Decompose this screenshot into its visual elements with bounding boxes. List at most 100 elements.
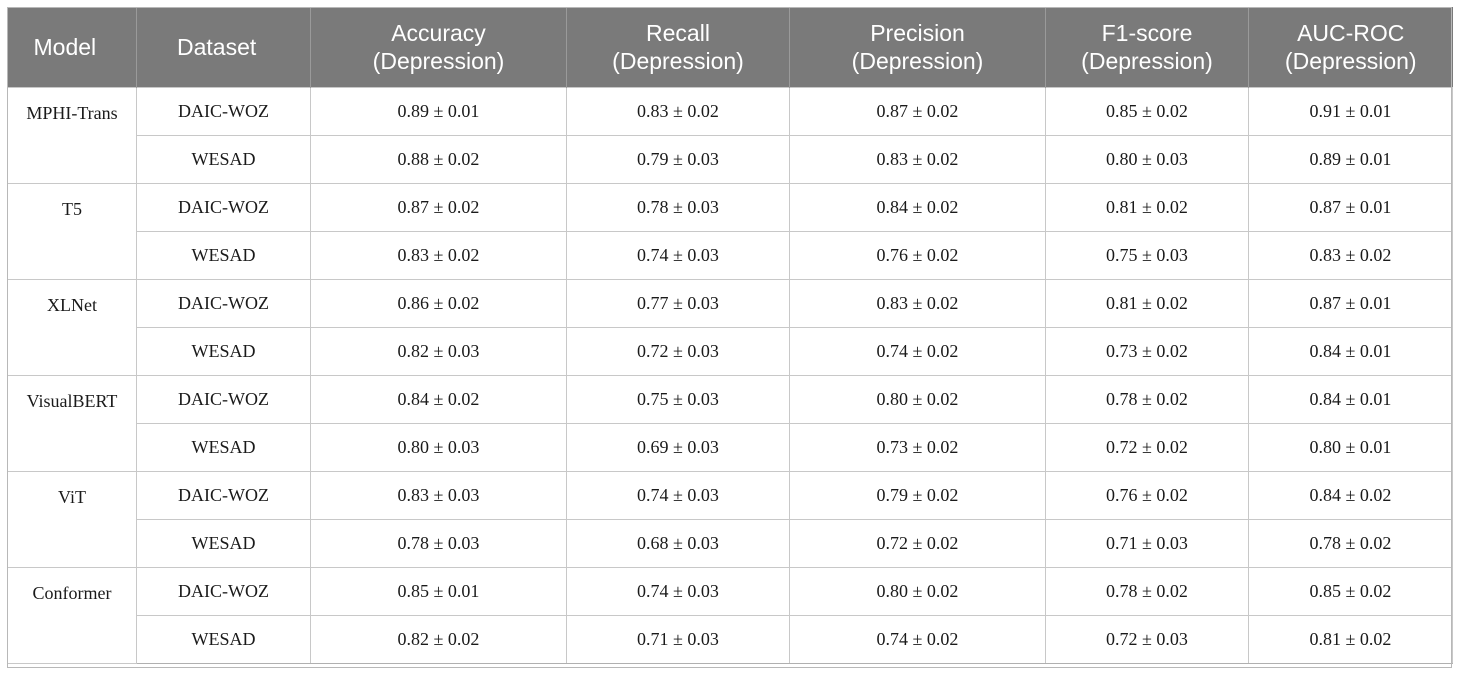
table-row: WESAD 0.88 ± 0.02 0.79 ± 0.03 0.83 ± 0.0… — [8, 135, 1453, 184]
table-header: Model Dataset Accuracy (Depression) Recal… — [7, 7, 1453, 88]
model-cell: ViT — [7, 471, 137, 568]
auc-cell: 0.80 ± 0.01 — [1248, 423, 1453, 472]
dataset-cell: DAIC-WOZ — [136, 183, 311, 232]
header-accuracy: Accuracy (Depression) — [310, 7, 567, 88]
recall-cell: 0.74 ± 0.03 — [566, 471, 790, 520]
results-table: Model Dataset Accuracy (Depression) Recal… — [7, 7, 1453, 664]
table-row: WESAD 0.82 ± 0.03 0.72 ± 0.03 0.74 ± 0.0… — [8, 327, 1453, 376]
dataset-cell: DAIC-WOZ — [136, 279, 311, 328]
dataset-cell: DAIC-WOZ — [136, 567, 311, 616]
model-cell: XLNet — [7, 279, 137, 376]
f1-cell: 0.75 ± 0.03 — [1045, 231, 1249, 280]
auc-cell: 0.78 ± 0.02 — [1248, 519, 1453, 568]
recall-cell: 0.74 ± 0.03 — [566, 567, 790, 616]
precision-cell: 0.80 ± 0.02 — [789, 567, 1046, 616]
precision-cell: 0.74 ± 0.02 — [789, 615, 1046, 664]
table-row: MPHI-Trans DAIC-WOZ 0.89 ± 0.01 0.83 ± 0… — [7, 87, 1453, 184]
recall-cell: 0.69 ± 0.03 — [566, 423, 790, 472]
auc-cell: 0.87 ± 0.01 — [1248, 279, 1453, 328]
accuracy-cell: 0.85 ± 0.01 — [310, 567, 567, 616]
recall-cell: 0.79 ± 0.03 — [566, 135, 790, 184]
dataset-cell: DAIC-WOZ — [136, 471, 311, 520]
precision-cell: 0.73 ± 0.02 — [789, 423, 1046, 472]
table-row: WESAD 0.78 ± 0.03 0.68 ± 0.03 0.72 ± 0.0… — [8, 519, 1453, 568]
precision-cell: 0.87 ± 0.02 — [789, 87, 1046, 136]
header-f1-score: F1-score (Depression) — [1045, 7, 1249, 88]
accuracy-cell: 0.89 ± 0.01 — [310, 87, 567, 136]
accuracy-cell: 0.78 ± 0.03 — [310, 519, 567, 568]
recall-cell: 0.71 ± 0.03 — [566, 615, 790, 664]
precision-cell: 0.84 ± 0.02 — [789, 183, 1046, 232]
dataset-cell: WESAD — [136, 615, 311, 664]
model-cell: Conformer — [7, 567, 137, 664]
recall-cell: 0.78 ± 0.03 — [566, 183, 790, 232]
auc-cell: 0.81 ± 0.02 — [1248, 615, 1453, 664]
header-auc-roc: AUC-ROC (Depression) — [1248, 7, 1453, 88]
auc-cell: 0.91 ± 0.01 — [1248, 87, 1453, 136]
table-row: WESAD 0.82 ± 0.02 0.71 ± 0.03 0.74 ± 0.0… — [8, 615, 1453, 664]
f1-cell: 0.72 ± 0.03 — [1045, 615, 1249, 664]
header-recall: Recall (Depression) — [566, 7, 790, 88]
dataset-cell: WESAD — [136, 231, 311, 280]
accuracy-cell: 0.80 ± 0.03 — [310, 423, 567, 472]
auc-cell: 0.89 ± 0.01 — [1248, 135, 1453, 184]
f1-cell: 0.73 ± 0.02 — [1045, 327, 1249, 376]
dataset-cell: WESAD — [136, 327, 311, 376]
model-cell: T5 — [7, 183, 137, 280]
recall-cell: 0.83 ± 0.02 — [566, 87, 790, 136]
header-row: Model Dataset Accuracy (Depression) Recal… — [7, 7, 1453, 88]
f1-cell: 0.81 ± 0.02 — [1045, 183, 1249, 232]
auc-cell: 0.85 ± 0.02 — [1248, 567, 1453, 616]
dataset-cell: WESAD — [136, 135, 311, 184]
accuracy-cell: 0.82 ± 0.02 — [310, 615, 567, 664]
auc-cell: 0.84 ± 0.02 — [1248, 471, 1453, 520]
accuracy-cell: 0.82 ± 0.03 — [310, 327, 567, 376]
header-model: Model — [7, 7, 137, 88]
accuracy-cell: 0.88 ± 0.02 — [310, 135, 567, 184]
header-precision: Precision (Depression) — [789, 7, 1046, 88]
precision-cell: 0.83 ± 0.02 — [789, 135, 1046, 184]
auc-cell: 0.84 ± 0.01 — [1248, 327, 1453, 376]
f1-cell: 0.81 ± 0.02 — [1045, 279, 1249, 328]
precision-cell: 0.79 ± 0.02 — [789, 471, 1046, 520]
model-cell: VisualBERT — [7, 375, 137, 472]
accuracy-cell: 0.83 ± 0.03 — [310, 471, 567, 520]
table-row: ViT DAIC-WOZ 0.83 ± 0.03 0.74 ± 0.03 0.7… — [7, 471, 1453, 568]
precision-cell: 0.83 ± 0.02 — [789, 279, 1046, 328]
f1-cell: 0.85 ± 0.02 — [1045, 87, 1249, 136]
accuracy-cell: 0.84 ± 0.02 — [310, 375, 567, 424]
table-row: WESAD 0.80 ± 0.03 0.69 ± 0.03 0.73 ± 0.0… — [8, 423, 1453, 472]
precision-cell: 0.76 ± 0.02 — [789, 231, 1046, 280]
recall-cell: 0.74 ± 0.03 — [566, 231, 790, 280]
table-row: WESAD 0.83 ± 0.02 0.74 ± 0.03 0.76 ± 0.0… — [8, 231, 1453, 280]
precision-cell: 0.72 ± 0.02 — [789, 519, 1046, 568]
dataset-cell: WESAD — [136, 423, 311, 472]
f1-cell: 0.78 ± 0.02 — [1045, 567, 1249, 616]
f1-cell: 0.78 ± 0.02 — [1045, 375, 1249, 424]
dataset-cell: WESAD — [136, 519, 311, 568]
auc-cell: 0.83 ± 0.02 — [1248, 231, 1453, 280]
f1-cell: 0.72 ± 0.02 — [1045, 423, 1249, 472]
table-row: T5 DAIC-WOZ 0.87 ± 0.02 0.78 ± 0.03 0.84… — [7, 183, 1453, 280]
f1-cell: 0.76 ± 0.02 — [1045, 471, 1249, 520]
recall-cell: 0.75 ± 0.03 — [566, 375, 790, 424]
dataset-cell: DAIC-WOZ — [136, 87, 311, 136]
precision-cell: 0.74 ± 0.02 — [789, 327, 1046, 376]
table-row: Conformer DAIC-WOZ 0.85 ± 0.01 0.74 ± 0.… — [7, 567, 1453, 664]
recall-cell: 0.72 ± 0.03 — [566, 327, 790, 376]
recall-cell: 0.77 ± 0.03 — [566, 279, 790, 328]
table-row: VisualBERT DAIC-WOZ 0.84 ± 0.02 0.75 ± 0… — [7, 375, 1453, 472]
header-dataset: Dataset — [136, 7, 311, 88]
dataset-cell: DAIC-WOZ — [136, 375, 311, 424]
accuracy-cell: 0.86 ± 0.02 — [310, 279, 567, 328]
model-cell: MPHI-Trans — [7, 87, 137, 184]
f1-cell: 0.71 ± 0.03 — [1045, 519, 1249, 568]
table-body: MPHI-Trans DAIC-WOZ 0.89 ± 0.01 0.83 ± 0… — [7, 87, 1453, 664]
accuracy-cell: 0.83 ± 0.02 — [310, 231, 567, 280]
f1-cell: 0.80 ± 0.03 — [1045, 135, 1249, 184]
table-row: XLNet DAIC-WOZ 0.86 ± 0.02 0.77 ± 0.03 0… — [7, 279, 1453, 376]
recall-cell: 0.68 ± 0.03 — [566, 519, 790, 568]
auc-cell: 0.87 ± 0.01 — [1248, 183, 1453, 232]
precision-cell: 0.80 ± 0.02 — [789, 375, 1046, 424]
accuracy-cell: 0.87 ± 0.02 — [310, 183, 567, 232]
